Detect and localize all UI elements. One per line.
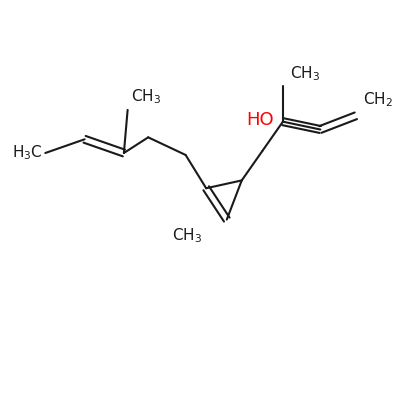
Text: CH$_3$: CH$_3$ xyxy=(290,64,320,83)
Text: CH$_2$: CH$_2$ xyxy=(363,90,393,109)
Text: HO: HO xyxy=(246,111,274,129)
Text: CH$_3$: CH$_3$ xyxy=(172,227,202,245)
Text: H$_3$C: H$_3$C xyxy=(12,144,42,162)
Text: CH$_3$: CH$_3$ xyxy=(131,87,162,106)
